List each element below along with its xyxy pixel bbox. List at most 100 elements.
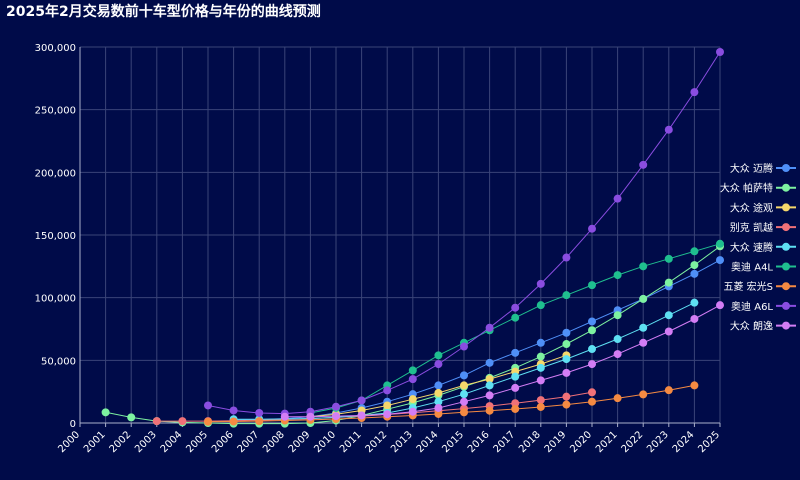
x-tick-label: 2000 [56, 429, 82, 455]
x-tick-label: 2021 [594, 429, 620, 455]
legend-label: 大众 途观 [730, 201, 773, 214]
data-point [639, 338, 648, 347]
data-point [536, 396, 545, 405]
data-point [204, 417, 212, 426]
data-point [588, 345, 596, 354]
y-tick-label: 300,000 [35, 43, 76, 54]
legend-item: 大众 帕萨特 [720, 182, 796, 195]
data-point [178, 417, 187, 426]
data-point [485, 358, 494, 367]
legend-label: 大众 速腾 [730, 241, 773, 254]
x-tick-label: 2013 [389, 429, 415, 455]
y-tick-label: 200,000 [35, 168, 76, 179]
data-point [690, 88, 699, 97]
x-tick-label: 2003 [133, 429, 159, 455]
x-tick-label: 2007 [236, 429, 262, 455]
chart-title: 2025年2月交易数前十车型价格与年份的曲线预测 [6, 4, 321, 20]
legend-item: 大众 迈腾 [730, 162, 796, 175]
data-point [639, 323, 648, 332]
data-point [562, 340, 571, 349]
data-point [511, 348, 520, 357]
legend-marker [782, 223, 790, 232]
x-tick-label: 2009 [287, 429, 313, 455]
data-point [101, 408, 110, 417]
data-point [613, 311, 622, 320]
legend-item: 大众 速腾 [730, 241, 796, 254]
legend-label: 奥迪 A6L [731, 300, 773, 313]
data-point [485, 323, 494, 332]
data-point [562, 328, 571, 337]
legend-label: 大众 朗逸 [730, 320, 773, 333]
legend-marker [782, 203, 790, 212]
data-point [485, 406, 494, 415]
data-point [562, 355, 571, 364]
data-point [716, 239, 724, 248]
series-layer [101, 48, 724, 428]
x-tick-label: 2012 [364, 429, 390, 455]
data-point [152, 417, 161, 426]
axes: 0 50,000 100,000 150,000 200,000 250,000 300,0… [35, 43, 722, 455]
data-point [562, 291, 571, 300]
data-point [485, 381, 494, 390]
data-point [588, 360, 596, 369]
series-7 [204, 48, 724, 418]
data-point [588, 397, 596, 406]
data-point [664, 125, 673, 134]
data-point [434, 388, 443, 397]
data-point [639, 160, 648, 169]
y-tick-label: 0 [70, 419, 76, 430]
data-point [588, 317, 596, 326]
y-tick-label: 50,000 [41, 356, 76, 367]
legend-item: 五菱 宏光S [723, 280, 796, 293]
data-point [434, 409, 443, 418]
data-point [383, 401, 392, 410]
x-tick-label: 2002 [108, 429, 134, 455]
data-point [434, 351, 443, 360]
data-point [460, 381, 468, 390]
x-tick-label: 2004 [159, 429, 185, 455]
data-point [229, 417, 238, 426]
data-point [588, 281, 596, 290]
data-point [613, 335, 622, 344]
data-point [204, 401, 212, 410]
legend-marker [782, 183, 790, 192]
data-point [511, 313, 520, 322]
data-point [536, 279, 545, 288]
data-point [357, 411, 366, 420]
data-point [664, 311, 673, 320]
data-point [511, 372, 520, 381]
data-point [408, 395, 417, 404]
legend-item: 大众 途观 [730, 201, 796, 214]
x-tick-label: 2006 [210, 429, 236, 455]
data-point [664, 254, 673, 263]
legend-label: 奥迪 A4L [731, 261, 773, 274]
x-tick-label: 2017 [492, 429, 518, 455]
data-point [690, 269, 699, 278]
data-point [690, 261, 699, 270]
series-line [156, 391, 593, 422]
legend-marker [782, 301, 790, 310]
data-point [639, 294, 648, 303]
data-point [383, 386, 392, 395]
data-point [485, 375, 494, 384]
data-point [127, 413, 136, 422]
data-point [255, 408, 264, 417]
x-tick-label: 2024 [671, 429, 697, 455]
data-point [460, 371, 468, 380]
grid [79, 46, 721, 424]
data-point [716, 256, 724, 265]
x-tick-label: 2011 [338, 429, 364, 455]
data-point [434, 360, 443, 369]
data-point [434, 381, 443, 390]
x-tick-label: 2001 [82, 429, 108, 455]
data-point [255, 417, 264, 426]
data-point [434, 403, 443, 412]
data-point [639, 262, 648, 271]
data-point [536, 363, 545, 372]
data-point [511, 404, 520, 413]
data-point [690, 298, 699, 307]
legend-label: 五菱 宏光S [723, 280, 773, 293]
x-tick-label: 2016 [466, 429, 492, 455]
y-tick-label: 100,000 [35, 294, 76, 305]
